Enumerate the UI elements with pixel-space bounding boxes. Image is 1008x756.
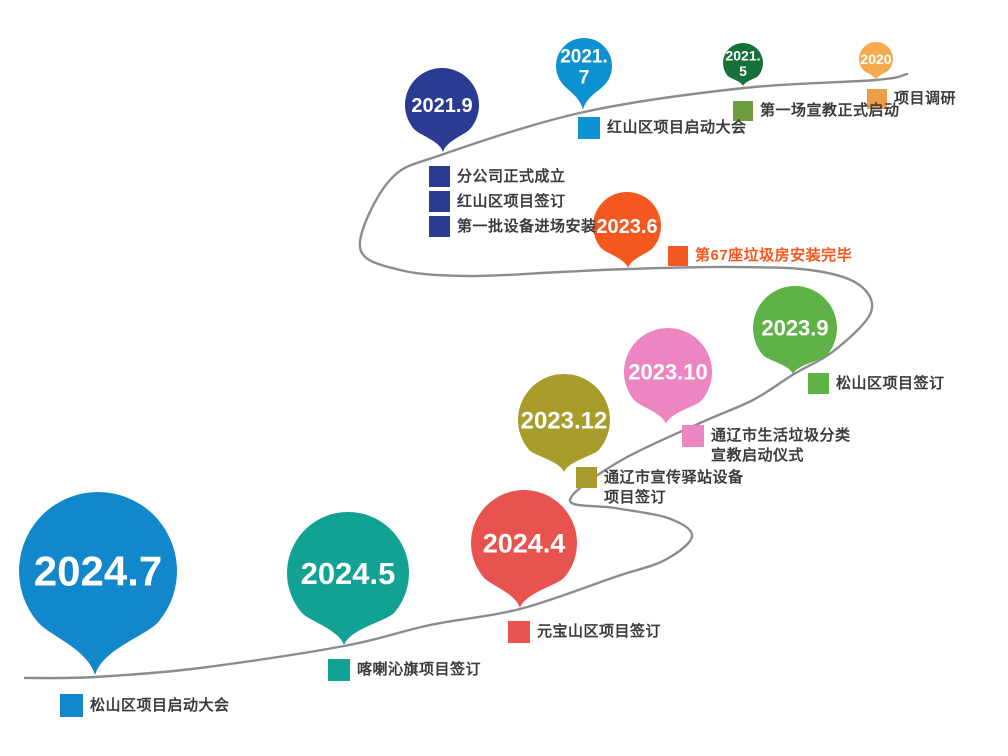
balloon-shape bbox=[593, 191, 661, 268]
balloon-date-2024.4: 2024.4 bbox=[483, 529, 566, 559]
balloon-date-line: 2023.9 bbox=[761, 316, 828, 341]
milestone-balloon-2021.7: 2021. 7 bbox=[556, 37, 612, 110]
balloon-date-2020: 2020 bbox=[860, 51, 891, 67]
milestone-balloon-2024.7: 2024.7 bbox=[18, 491, 177, 675]
balloon-date-line: 5 bbox=[739, 63, 747, 79]
balloon-shape bbox=[556, 37, 612, 110]
timeline-curve bbox=[23, 72, 909, 680]
milestone-balloon-2024.4: 2024.4 bbox=[471, 490, 577, 608]
balloon-shape bbox=[471, 490, 577, 608]
balloon-shape bbox=[753, 286, 838, 374]
milestone-balloon-2023.6: 2023.6 bbox=[593, 191, 661, 268]
balloon-date-2024.7: 2024.7 bbox=[34, 548, 162, 595]
balloon-date-line: 2024.4 bbox=[483, 529, 566, 559]
balloon-date-line: 2021. bbox=[560, 47, 608, 68]
milestone-balloon-2021.9: 2021.9 bbox=[405, 67, 479, 152]
balloon-date-2023.6: 2023.6 bbox=[596, 216, 657, 238]
balloon-date-line: 2023.6 bbox=[596, 216, 657, 238]
balloon-date-line: 2020 bbox=[860, 51, 891, 67]
balloon-date-line: 2023.12 bbox=[521, 407, 608, 434]
balloon-date-2023.10: 2023.10 bbox=[628, 360, 708, 385]
balloon-date-2021.7: 2021. 7 bbox=[560, 47, 608, 89]
balloon-date-line: 2023.10 bbox=[628, 360, 708, 385]
balloon-shape bbox=[287, 511, 409, 645]
milestone-balloon-2023.9: 2023.9 bbox=[753, 286, 838, 374]
balloon-shape bbox=[18, 491, 177, 675]
milestone-balloon-2023.12: 2023.12 bbox=[518, 373, 610, 472]
balloon-date-2023.12: 2023.12 bbox=[521, 407, 608, 434]
balloon-shape bbox=[859, 41, 893, 80]
milestone-balloon-2021.5: 2021. 5 bbox=[723, 43, 763, 86]
balloon-date-line: 2024.7 bbox=[34, 548, 162, 595]
balloon-date-2024.5: 2024.5 bbox=[301, 556, 396, 591]
milestone-balloon-2024.5: 2024.5 bbox=[287, 511, 409, 645]
balloon-shape bbox=[624, 328, 712, 424]
balloon-date-line: 2021. bbox=[725, 48, 760, 64]
balloon-date-2021.9: 2021.9 bbox=[411, 95, 472, 117]
balloon-shape bbox=[723, 43, 763, 86]
milestone-balloon-2023.10: 2023.10 bbox=[624, 328, 712, 424]
balloon-date-line: 7 bbox=[579, 68, 590, 89]
milestone-balloon-2020: 2020 bbox=[859, 41, 893, 80]
balloon-date-line: 2024.5 bbox=[301, 556, 396, 591]
balloon-date-line: 2021.9 bbox=[411, 95, 472, 117]
balloon-shape bbox=[405, 67, 479, 152]
balloon-date-2023.9: 2023.9 bbox=[761, 316, 828, 341]
balloon-shape bbox=[518, 373, 610, 472]
balloon-date-2021.5: 2021. 5 bbox=[725, 48, 760, 79]
